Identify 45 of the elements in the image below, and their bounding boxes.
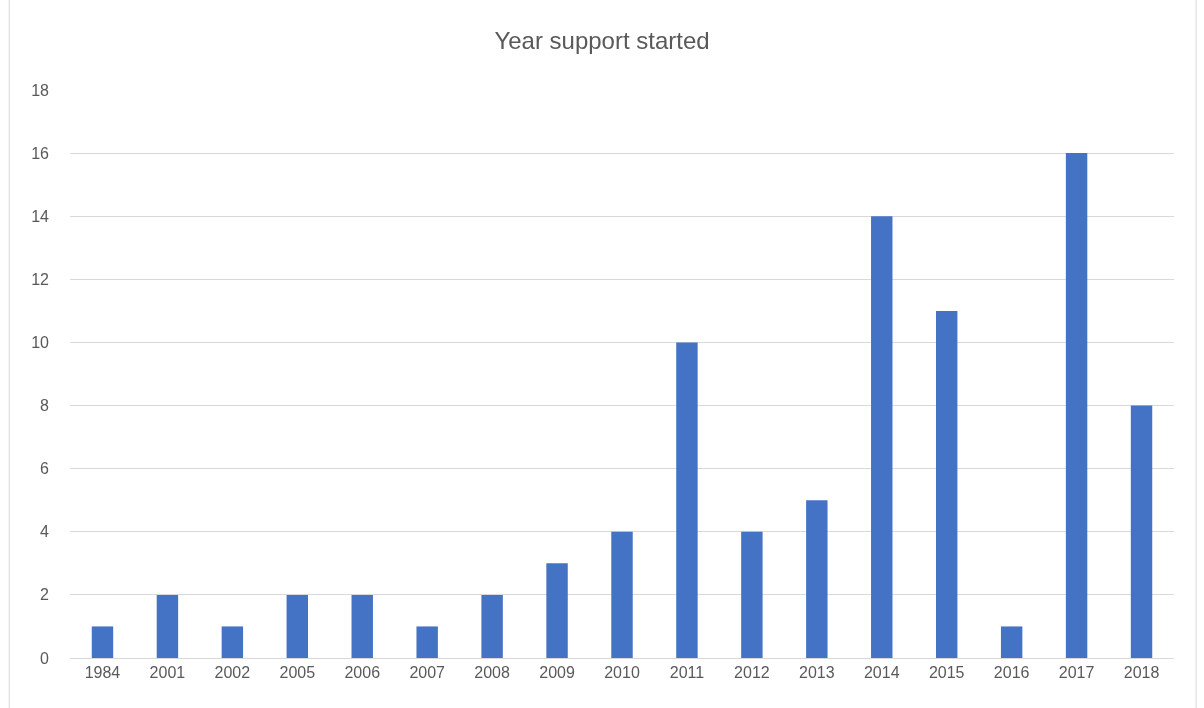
bar [546, 563, 568, 658]
bar [481, 594, 503, 658]
x-tick-label: 2015 [928, 664, 965, 682]
bar [416, 626, 438, 658]
x-tick-label: 2007 [409, 664, 446, 682]
bar [351, 594, 373, 658]
x-tick-label: 2006 [344, 664, 381, 682]
y-tick-label: 10 [31, 334, 50, 352]
x-tick-label: 2005 [279, 664, 316, 682]
bar [871, 216, 893, 658]
y-tick-label: 12 [31, 270, 50, 288]
x-tick-label: 2013 [799, 664, 835, 682]
bar [91, 626, 114, 658]
x-tick-label: 2018 [1123, 664, 1160, 682]
bar [935, 310, 958, 658]
y-tick-label: 14 [31, 207, 50, 225]
bar [221, 626, 244, 658]
y-tick-label: 16 [31, 144, 50, 162]
bar [286, 594, 309, 658]
bar [741, 531, 763, 658]
y-tick-label: 8 [40, 397, 50, 415]
bar [806, 500, 828, 658]
x-tick-label: 2001 [149, 664, 186, 682]
y-tick-label: 0 [40, 649, 50, 667]
x-tick-label: 2011 [669, 664, 705, 682]
bar [676, 342, 698, 658]
x-tick-label: 2009 [539, 664, 575, 682]
y-tick-label: 2 [40, 586, 50, 604]
x-tick-label: 2002 [214, 664, 251, 682]
x-tick-label: 2016 [993, 664, 1030, 682]
y-tick-label: 18 [31, 81, 50, 99]
y-tick-label: 4 [40, 523, 50, 541]
bar [611, 531, 633, 658]
bar [1065, 153, 1088, 658]
chart-title: Year support started [494, 26, 710, 54]
bar [1000, 626, 1023, 658]
bar [156, 594, 179, 658]
bar [1130, 405, 1153, 658]
x-tick-label: 2010 [604, 664, 640, 682]
x-tick-label: 2017 [1058, 664, 1095, 682]
y-tick-label: 6 [40, 460, 50, 478]
x-tick-label: 2012 [734, 664, 770, 682]
x-tick-label: 2008 [474, 664, 511, 682]
x-tick-label: 1984 [84, 664, 121, 682]
x-tick-label: 2014 [863, 664, 900, 682]
